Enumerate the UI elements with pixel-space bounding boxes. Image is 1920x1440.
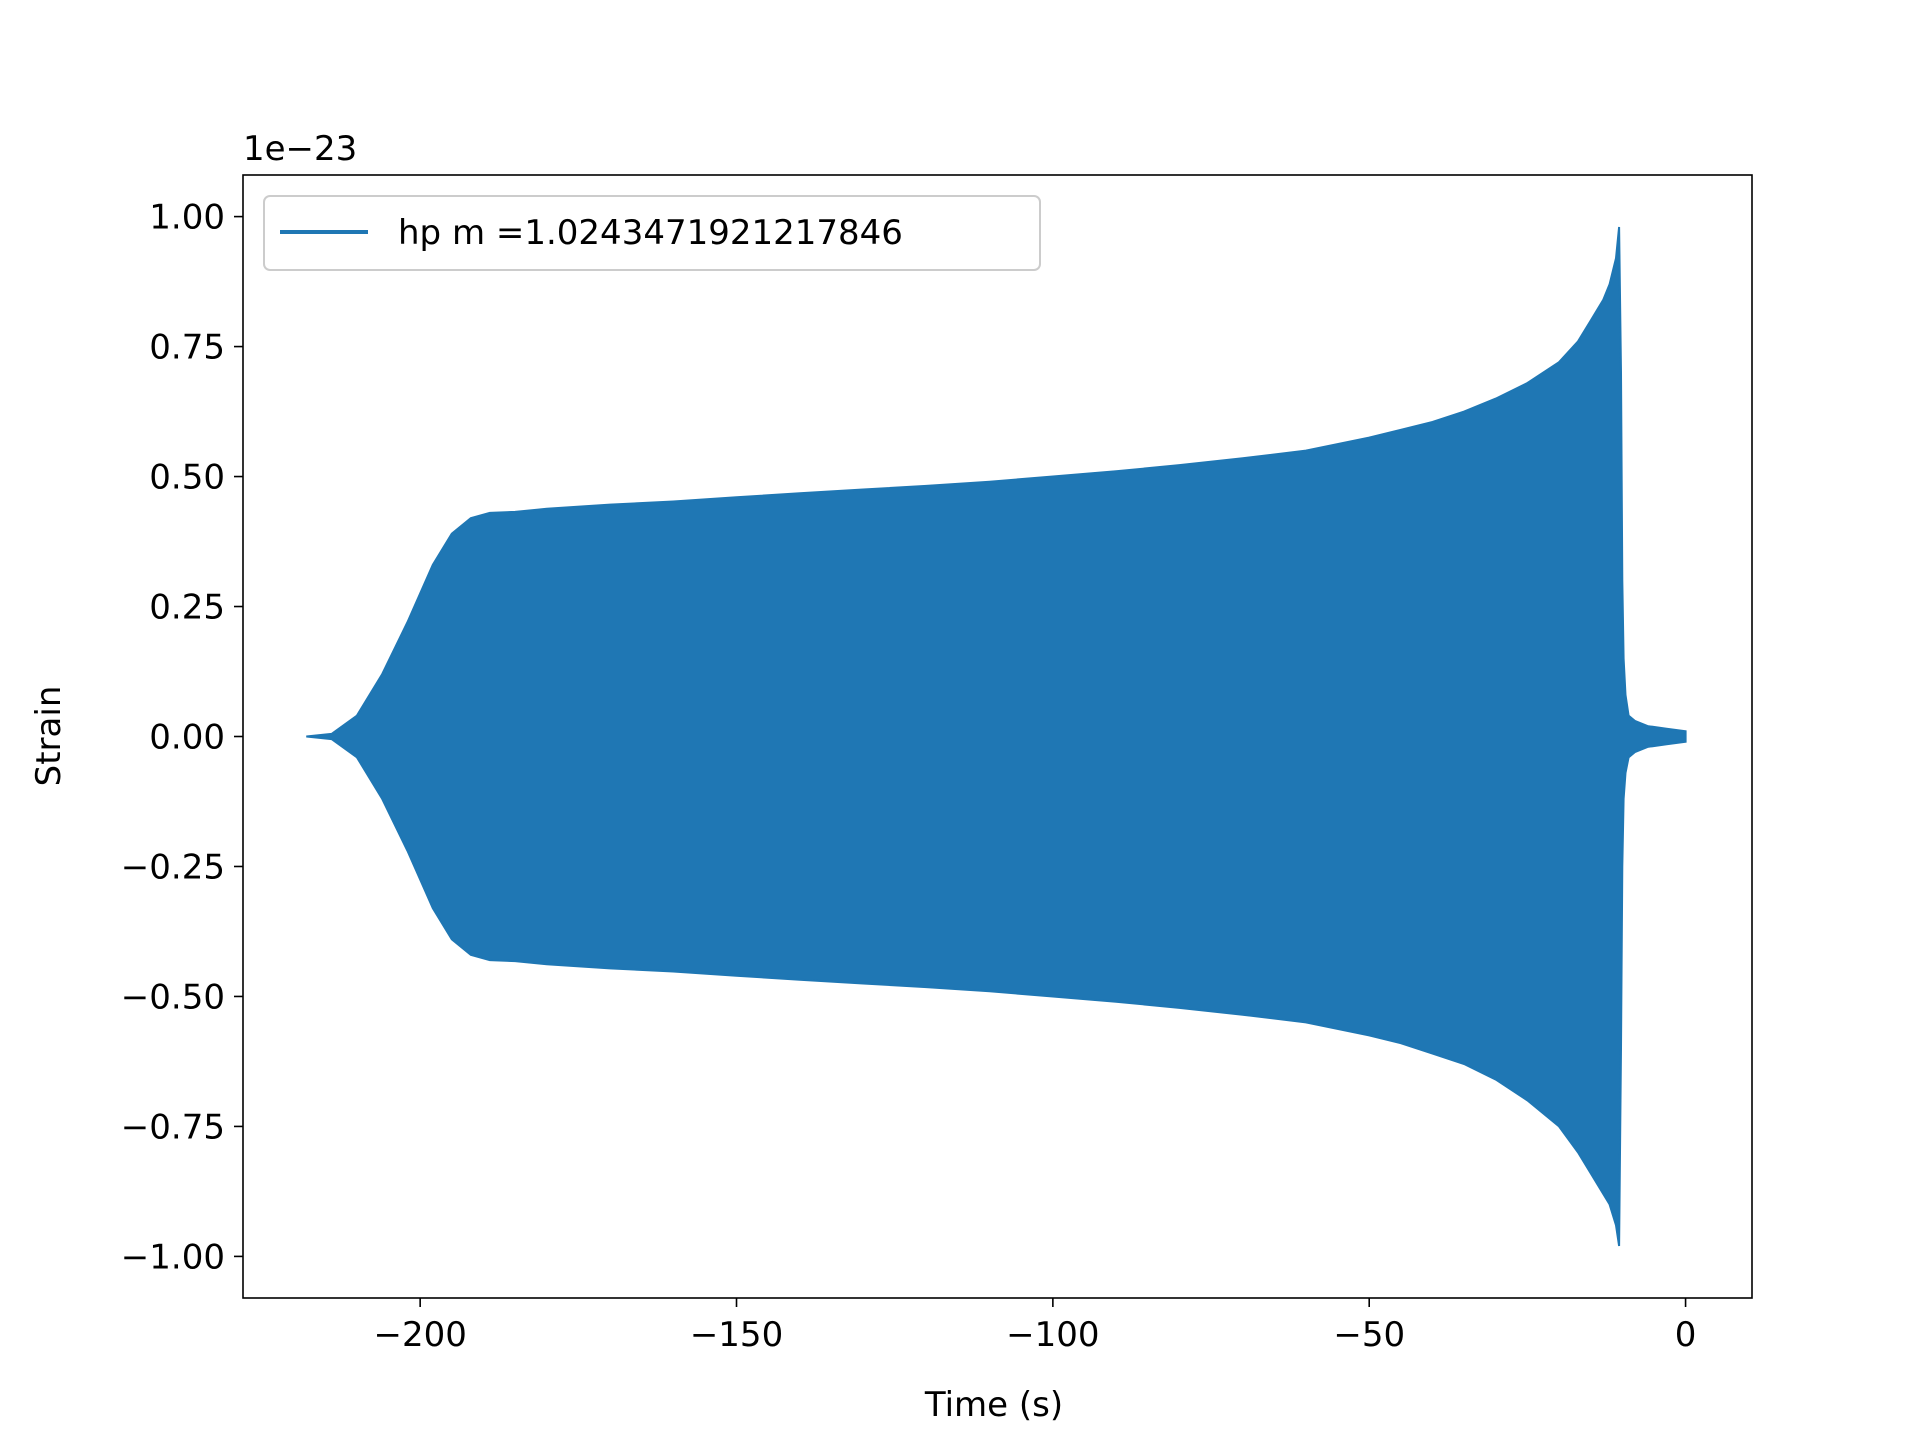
legend-box [263,195,1041,271]
y-tick-label: 0.75 [149,328,225,368]
y-axis-label: Strain [29,686,69,787]
plot-area [306,226,1687,1247]
x-tick-label: −200 [373,1315,466,1355]
y-axis-ticks: 1.00 0.75 0.50 0.25 0.00 −0.25 −0.50 −0.75 −1.00 [121,198,243,1277]
y-tick-label: 1.00 [149,198,225,238]
x-axis-label: Time (s) [924,1385,1063,1425]
y-tick-label: −1.00 [121,1237,225,1277]
x-tick-label: −150 [690,1315,783,1355]
x-tick-label: 0 [1675,1315,1697,1355]
x-tick-label: −100 [1006,1315,1099,1355]
y-tick-label: 0.25 [149,588,225,628]
y-tick-label: −0.50 [121,977,225,1017]
x-axis-ticks: −200 −150 −100 −50 0 [373,1298,1696,1355]
y-tick-label: 0.00 [149,718,225,758]
y-axis-offset-label: 1e−23 [243,129,357,169]
legend-entry-label: hp m =1.0243471921217846 [398,213,903,253]
legend: hp m =1.0243471921217846 [263,195,1041,271]
y-tick-label: −0.25 [121,847,225,887]
y-tick-label: 0.50 [149,458,225,498]
series-waveform-fill [306,226,1687,1247]
y-tick-label: −0.75 [121,1107,225,1147]
x-tick-label: −50 [1333,1315,1405,1355]
